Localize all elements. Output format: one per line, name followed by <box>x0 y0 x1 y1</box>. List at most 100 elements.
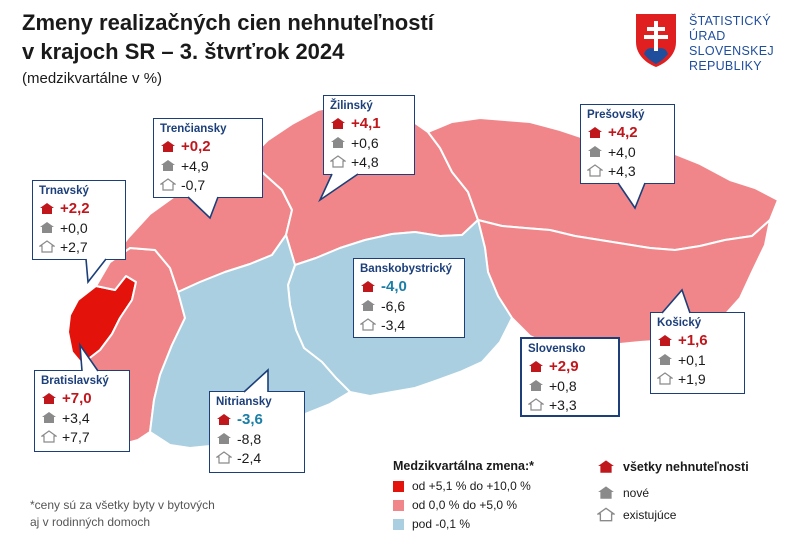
value-all: -3,6 <box>237 411 263 428</box>
house-gray-icon <box>42 412 56 423</box>
house-red-icon <box>598 460 614 473</box>
coat-of-arms-logo <box>636 14 676 67</box>
house-red-icon <box>361 281 375 292</box>
region-box-trencin: Trenčiansky +0,2 +4,9 -0,7 <box>153 118 263 198</box>
legend-item-low: pod -0,1 % <box>393 517 470 531</box>
value-new: +4,0 <box>608 143 636 160</box>
region-name: Prešovský <box>587 109 645 121</box>
region-box-presov: Prešovský +4,2 +4,0 +4,3 <box>580 104 675 184</box>
value-existing: +3,3 <box>549 396 577 413</box>
legend-swatch <box>393 480 404 492</box>
legend-title: Medzikvartálna zmena:* <box>393 459 535 473</box>
legend-house-label: existujúce <box>623 507 677 522</box>
logo-line: ÚRAD <box>689 29 726 43</box>
house-outline-icon <box>330 155 346 168</box>
logo-line: SLOVENSKEJ <box>689 44 774 58</box>
logo-line: REPUBLIKY <box>689 59 762 73</box>
house-gray-icon <box>361 300 375 311</box>
house-red-icon <box>588 127 602 138</box>
region-box-zilina: Žilinský +4,1 +0,6 +4,8 <box>323 95 415 175</box>
title-line-2: v krajoch SR – 3. štvrťrok 2024 <box>22 39 345 64</box>
value-existing: +4,8 <box>351 153 379 170</box>
legend-swatch <box>393 499 404 511</box>
region-box-nitra: Nitriansky -3,6 -8,8 -2,4 <box>209 391 305 473</box>
house-outline-icon <box>657 372 673 385</box>
map-subtitle: (medzikvartálne v %) <box>22 70 163 87</box>
house-gray-icon <box>40 222 54 233</box>
house-outline-icon <box>41 430 57 443</box>
logo-text: ŠTATISTICKÝ ÚRAD SLOVENSKEJ REPUBLIKY <box>689 14 774 74</box>
region-box-bbystrica: Banskobystrický -4,0 -6,6 -3,4 <box>353 258 465 338</box>
region-name: Bratislavský <box>41 375 109 387</box>
legend-house-label: všetky nehnuteľnosti <box>623 459 749 474</box>
value-existing: +2,7 <box>60 238 88 255</box>
house-gray-icon <box>161 160 175 171</box>
value-new: +4,9 <box>181 157 209 174</box>
legend-label: od +5,1 % do +10,0 % <box>412 479 531 493</box>
region-box-trnava: Trnavský +2,2 +0,0 +2,7 <box>32 180 126 260</box>
house-outline-icon <box>597 507 615 522</box>
house-red-icon <box>161 141 175 152</box>
logo-line: ŠTATISTICKÝ <box>689 14 772 28</box>
value-new: +0,8 <box>549 377 577 394</box>
region-name: Trnavský <box>39 185 89 197</box>
house-red-icon <box>529 361 543 372</box>
house-gray-icon <box>217 433 231 444</box>
value-all: +4,1 <box>351 115 381 132</box>
house-outline-icon <box>360 318 376 331</box>
house-gray-icon <box>598 486 614 499</box>
house-red-icon <box>217 414 231 425</box>
house-outline-icon <box>160 178 176 191</box>
legend-house-all: všetky nehnuteľnosti <box>597 459 749 474</box>
legend-label: od 0,0 % do +5,0 % <box>412 498 518 512</box>
value-all: +1,6 <box>678 332 708 349</box>
value-all: -4,0 <box>381 278 407 295</box>
house-gray-icon <box>529 380 543 391</box>
region-name: Banskobystrický <box>360 263 453 275</box>
value-new: +0,1 <box>678 351 706 368</box>
footnote-line: aj v rodinných domoch <box>30 515 151 529</box>
region-name: Nitriansky <box>216 396 272 408</box>
title-line-1: Zmeny realizačných cien nehnuteľností <box>22 10 434 35</box>
legend-house-new: nové <box>597 485 649 500</box>
value-new: +3,4 <box>62 409 90 426</box>
house-gray-icon <box>588 146 602 157</box>
value-existing: +1,9 <box>678 370 706 387</box>
value-existing: -2,4 <box>237 449 262 466</box>
value-existing: +4,3 <box>608 162 636 179</box>
map-title: Zmeny realizačných cien nehnuteľností v … <box>22 8 434 66</box>
region-name: Košický <box>657 317 702 329</box>
region-name: Žilinský <box>330 100 373 112</box>
value-existing: -0,7 <box>181 176 206 193</box>
house-red-icon <box>331 118 345 129</box>
value-existing: -3,4 <box>381 316 406 333</box>
value-existing: +7,7 <box>62 428 90 445</box>
legend-label: pod -0,1 % <box>412 517 471 531</box>
value-new: -8,8 <box>237 430 262 447</box>
house-red-icon <box>42 393 56 404</box>
region-box-bratislava: Bratislavský +7,0 +3,4 +7,7 <box>34 370 130 452</box>
region-box-slovensko: Slovensko +2,9 +0,8 +3,3 <box>520 337 620 417</box>
footnote: *ceny sú za všetky byty v bytových aj v … <box>30 497 215 531</box>
legend-item-mid: od 0,0 % do +5,0 % <box>393 498 517 512</box>
value-all: +4,2 <box>608 124 638 141</box>
value-all: +0,2 <box>181 138 211 155</box>
house-outline-icon <box>587 164 603 177</box>
legend-item-high: od +5,1 % do +10,0 % <box>393 479 531 493</box>
value-new: -6,6 <box>381 297 406 314</box>
region-name: Slovensko <box>528 343 586 355</box>
house-outline-icon <box>39 240 55 253</box>
house-red-icon <box>658 335 672 346</box>
region-box-kosice: Košický +1,6 +0,1 +1,9 <box>650 312 745 394</box>
value-new: +0,6 <box>351 134 379 151</box>
value-all: +7,0 <box>62 390 92 407</box>
value-new: +0,0 <box>60 219 88 236</box>
house-outline-icon <box>216 451 232 464</box>
house-red-icon <box>40 203 54 214</box>
legend-swatch <box>393 518 404 530</box>
house-outline-icon <box>528 398 544 411</box>
region-name: Trenčiansky <box>160 123 227 135</box>
footnote-line: *ceny sú za všetky byty v bytových <box>30 498 215 512</box>
house-gray-icon <box>331 137 345 148</box>
value-all: +2,2 <box>60 200 90 217</box>
